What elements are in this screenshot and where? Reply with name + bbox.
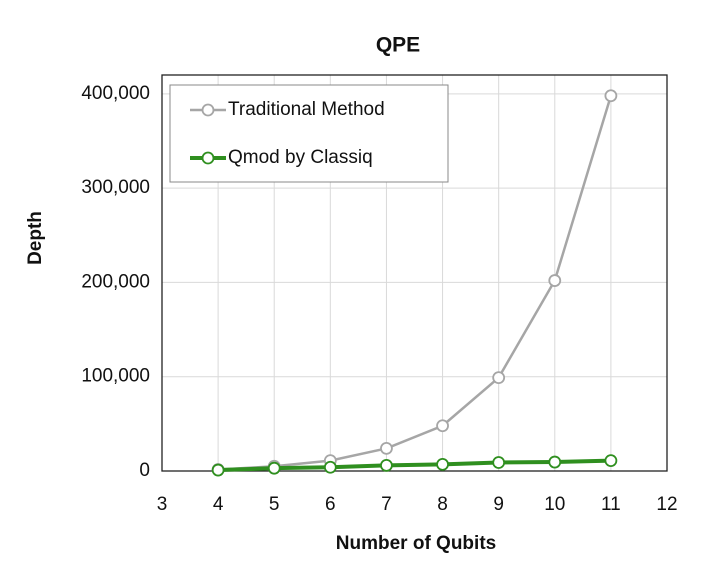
point — [267, 461, 281, 475]
y-tick-label: 0 — [139, 460, 150, 481]
legend-marker — [201, 151, 215, 165]
series-line — [218, 95, 613, 471]
x-tick-label: 6 — [325, 494, 336, 515]
point — [211, 463, 225, 477]
x-tick-label: 8 — [437, 494, 448, 515]
point — [548, 274, 562, 287]
x-axis-label: Number of Qubits — [336, 533, 496, 554]
point — [380, 458, 393, 472]
point — [604, 89, 618, 103]
x-tick-label: 10 — [544, 494, 565, 515]
point — [323, 460, 337, 474]
x-tick-label: 9 — [493, 494, 504, 515]
x-tick-label: 4 — [213, 494, 224, 515]
y-tick-label: 200,000 — [81, 271, 150, 292]
x-tick-label: 11 — [601, 494, 621, 515]
x-tick-label: 7 — [381, 494, 392, 515]
legend-label: Traditional Method — [228, 99, 385, 120]
y-axis-label: Depth — [25, 211, 46, 265]
x-tick-label: 12 — [656, 494, 677, 515]
series-line — [218, 458, 611, 473]
y-tick-label: 300,000 — [81, 177, 150, 198]
x-tick-label: 3 — [157, 494, 168, 515]
legend-marker — [201, 103, 215, 117]
legend-box — [169, 84, 449, 183]
point — [492, 456, 506, 469]
y-tick-label: 400,000 — [81, 83, 150, 104]
point — [436, 457, 449, 471]
point — [604, 454, 618, 468]
point — [492, 371, 506, 385]
point — [380, 441, 393, 455]
point — [436, 419, 449, 433]
point — [548, 455, 562, 469]
plot-frame — [161, 74, 668, 472]
y-tick-label: 100,000 — [81, 366, 150, 387]
x-tick-label: 5 — [269, 494, 280, 515]
legend-label: Qmod by Classiq — [228, 147, 373, 168]
chart-title: QPE — [376, 34, 420, 57]
